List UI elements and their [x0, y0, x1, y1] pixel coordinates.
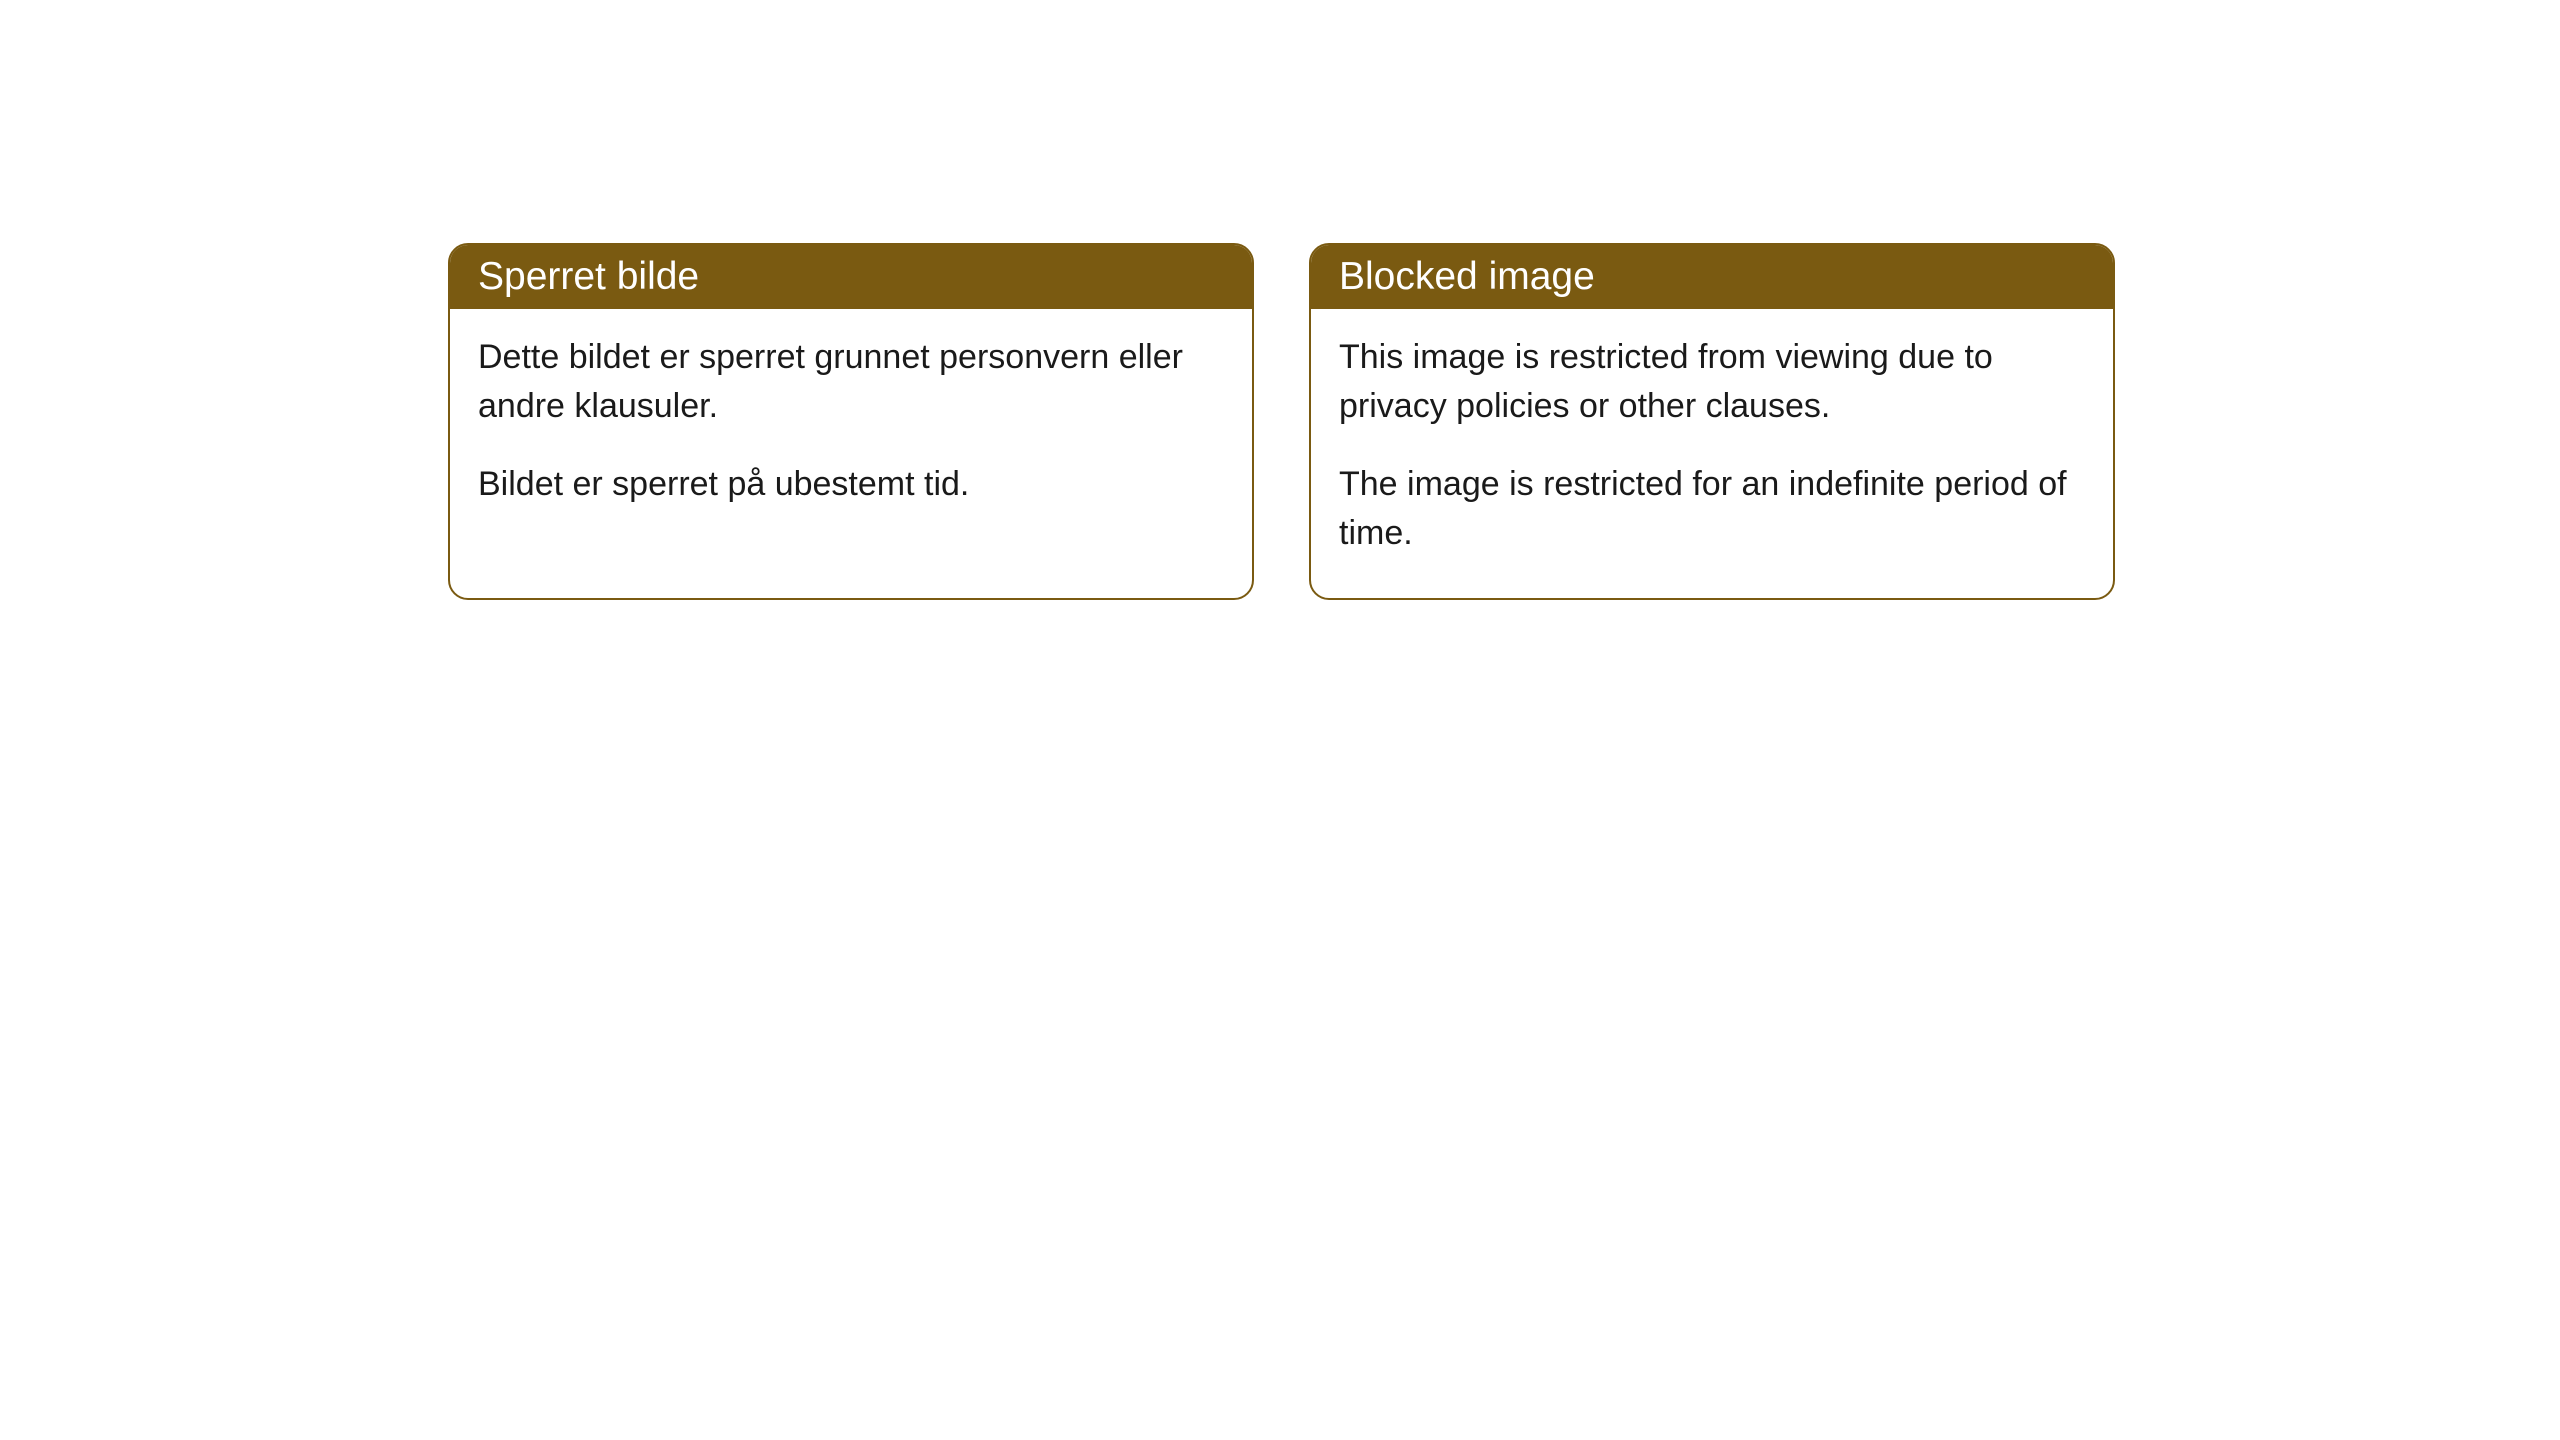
card-paragraph: The image is restricted for an indefinit…	[1339, 460, 2085, 559]
card-title: Sperret bilde	[478, 255, 699, 298]
card-body: This image is restricted from viewing du…	[1311, 309, 2113, 598]
card-header: Blocked image	[1311, 245, 2113, 309]
card-paragraph: This image is restricted from viewing du…	[1339, 333, 2085, 432]
card-paragraph: Dette bildet er sperret grunnet personve…	[478, 333, 1224, 432]
card-body: Dette bildet er sperret grunnet personve…	[450, 309, 1252, 549]
notice-card-english: Blocked image This image is restricted f…	[1309, 243, 2115, 600]
notice-card-norwegian: Sperret bilde Dette bildet er sperret gr…	[448, 243, 1254, 600]
notice-cards-container: Sperret bilde Dette bildet er sperret gr…	[448, 243, 2115, 600]
card-header: Sperret bilde	[450, 245, 1252, 309]
card-paragraph: Bildet er sperret på ubestemt tid.	[478, 460, 1224, 509]
card-title: Blocked image	[1339, 255, 1595, 298]
